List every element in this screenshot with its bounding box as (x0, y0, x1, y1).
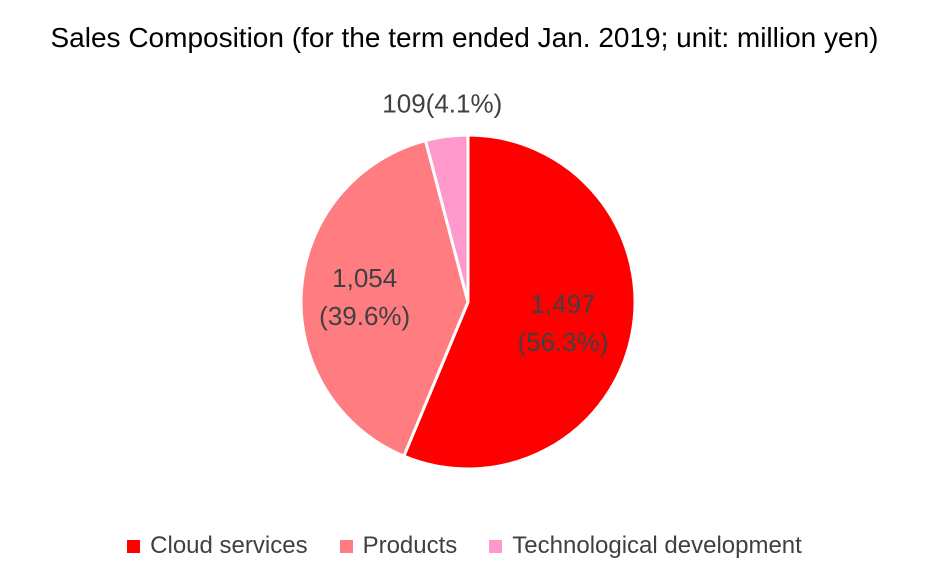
legend-label-products: Products (362, 532, 458, 559)
legend-swatch-products (339, 539, 353, 553)
legend: Cloud services Products Technological de… (0, 532, 929, 560)
legend-swatch-cloud-services (127, 539, 141, 553)
legend-label-cloud-services: Cloud services (150, 532, 308, 559)
chart-title: Sales Composition (for the term ended Ja… (50, 22, 879, 53)
data-label-technological-development: 109(4.1%) (382, 88, 502, 118)
data-label-cloud-services: 1,497 (56.3%) (517, 289, 608, 357)
pie-slices (299, 133, 637, 471)
legend-swatch-technological-development (489, 539, 503, 553)
legend-label-technological-development: Technological development (512, 532, 802, 559)
data-label-value: 1,497 (530, 289, 595, 319)
data-label-value: 1,054 (332, 263, 397, 293)
pie-slice-technological-development[interactable] (423, 133, 470, 304)
pie-labels: 1,497 (56.3%) 1,054 (39.6%) 109(4.1%) (319, 88, 608, 357)
legend-item-cloud-services[interactable]: Cloud services (127, 532, 308, 560)
data-label-percent: (4.1%) (426, 88, 503, 118)
data-label-percent: (56.3%) (517, 327, 608, 357)
pie-slice-products[interactable] (299, 139, 470, 458)
data-label-percent: (39.6%) (319, 301, 410, 331)
pie-slice-cloud-services[interactable] (402, 133, 637, 471)
data-label-value: 109 (382, 88, 425, 118)
data-label-products: 1,054 (39.6%) (319, 263, 410, 331)
pie-chart: 1,497 (56.3%) 1,054 (39.6%) 109(4.1%) (299, 88, 637, 471)
legend-item-products[interactable]: Products (339, 532, 458, 560)
legend-item-technological-development[interactable]: Technological development (489, 532, 802, 560)
